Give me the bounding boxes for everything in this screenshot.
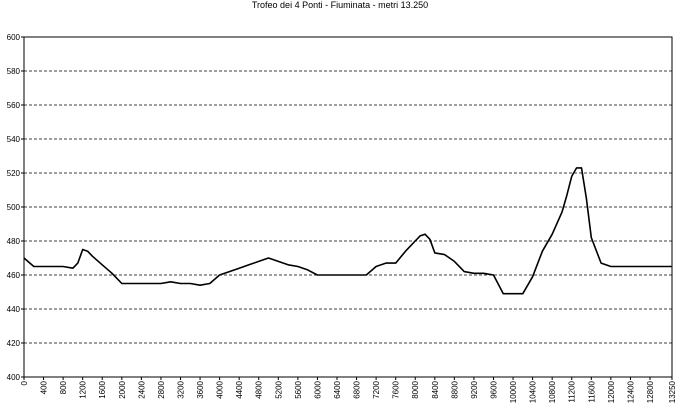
x-tick-label: 3200 <box>176 380 185 398</box>
y-tick-label: 580 <box>7 67 21 76</box>
x-tick-label: 800 <box>59 380 68 394</box>
y-tick-label: 540 <box>7 135 21 144</box>
x-tick-label: 12000 <box>607 380 616 403</box>
x-tick-label: 7200 <box>372 380 381 398</box>
y-tick-label: 560 <box>7 101 21 110</box>
x-tick-label: 13250 <box>668 380 677 403</box>
x-tick-label: 9200 <box>470 380 479 398</box>
x-tick-label: 0 <box>20 380 29 385</box>
series-group <box>23 167 672 295</box>
y-tick-label: 600 <box>7 33 21 42</box>
y-tick-label: 520 <box>7 169 21 178</box>
x-tick-label: 11200 <box>568 380 577 402</box>
x-tick-label: 6000 <box>313 380 322 398</box>
x-tick-label: 6400 <box>333 380 342 398</box>
gridlines <box>24 36 672 344</box>
x-tick-label: 10400 <box>529 380 538 403</box>
x-tick-label: 12800 <box>646 380 655 403</box>
x-tick-label: 8400 <box>431 380 440 398</box>
x-tick-label: 2800 <box>157 380 166 398</box>
x-tick-label: 10000 <box>509 380 518 403</box>
x-tick-label: 7600 <box>392 380 401 398</box>
x-tick-label: 2400 <box>137 380 146 398</box>
y-tick-label: 440 <box>7 305 21 314</box>
chart-title: Trofeo dei 4 Ponti - Fiuminata - metri 1… <box>252 0 428 10</box>
series-line-elevation <box>23 167 672 295</box>
y-tick-label: 460 <box>7 271 21 280</box>
x-tick-label: 400 <box>40 380 49 394</box>
x-tick-label: 2000 <box>118 380 127 398</box>
y-tick-label: 480 <box>7 237 21 246</box>
x-tick-label: 8000 <box>411 380 420 398</box>
x-tick-label: 11600 <box>587 380 596 402</box>
x-tick-label: 10800 <box>548 380 557 403</box>
x-tick-label: 6800 <box>353 380 362 398</box>
x-tick-label: 1200 <box>79 380 88 398</box>
y-tick-label: 400 <box>7 373 21 382</box>
x-tick-label: 4400 <box>235 380 244 398</box>
y-axis-tick-labels: 400 420 440 460 480 500 520 540 560 580 600 <box>7 33 24 382</box>
x-tick-label: 12400 <box>626 380 635 403</box>
x-tick-label: 5600 <box>294 380 303 398</box>
x-tick-label: 8800 <box>450 380 459 398</box>
y-tick-label: 420 <box>7 339 21 348</box>
x-tick-label: 1600 <box>98 380 107 398</box>
x-axis-tick-labels: 0 400 800 1200 1600 2000 2400 2800 3200 3600 4000 4… <box>20 377 677 403</box>
x-tick-label: 5200 <box>274 380 283 398</box>
x-tick-label: 4000 <box>216 380 225 398</box>
y-tick-label: 500 <box>7 203 21 212</box>
x-tick-label: 4800 <box>255 380 264 398</box>
x-tick-label: 9600 <box>489 380 498 398</box>
x-tick-label: 3600 <box>196 380 205 398</box>
